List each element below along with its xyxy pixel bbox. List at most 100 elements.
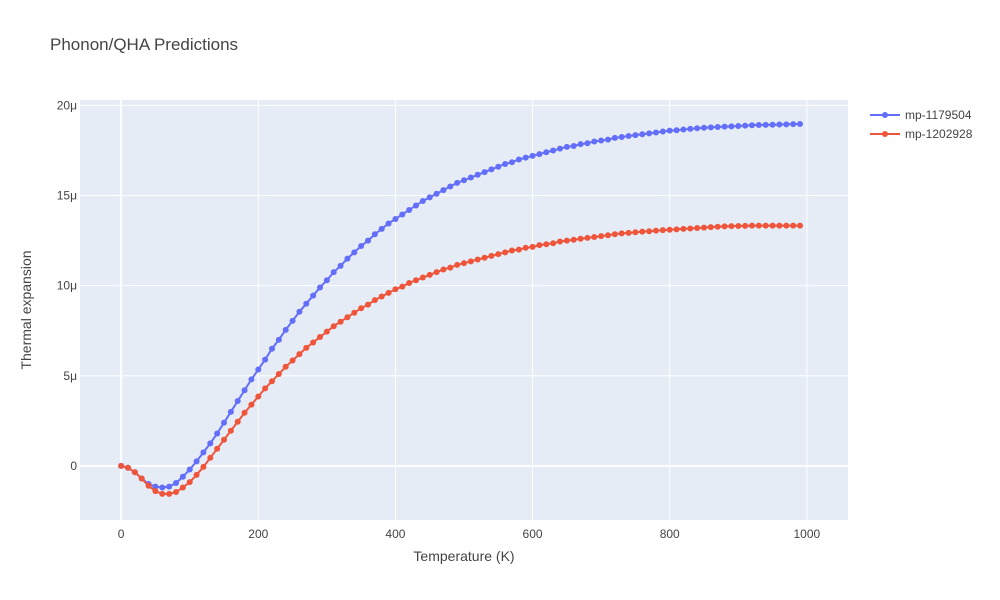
data-point: [625, 229, 632, 236]
y-tick-label: 20μ: [57, 98, 77, 112]
data-point: [714, 124, 721, 131]
data-point: [687, 225, 694, 232]
data-point: [611, 231, 618, 238]
data-point: [673, 127, 680, 134]
data-point: [351, 309, 358, 316]
data-point: [701, 224, 707, 231]
data-point: [563, 237, 570, 244]
data-point: [509, 159, 515, 166]
data-point: [214, 430, 221, 437]
data-point: [337, 262, 344, 269]
data-point: [584, 234, 591, 241]
y-tick-label: 0: [70, 459, 77, 473]
data-point: [769, 222, 776, 229]
legend-label: mp-1179504: [905, 108, 972, 122]
data-point: [481, 169, 488, 176]
data-point: [522, 244, 529, 251]
data-point: [797, 222, 803, 229]
data-point: [481, 254, 488, 261]
data-point: [461, 260, 467, 267]
x-tick-label: 0: [118, 527, 125, 541]
data-point: [625, 133, 632, 140]
data-point: [207, 454, 214, 461]
x-axis-ticks: 0 200 400 600 800 1000: [118, 527, 821, 541]
series-line: [120, 122, 801, 489]
data-point: [323, 277, 330, 284]
data-point: [467, 258, 474, 265]
data-point: [426, 194, 433, 201]
data-point: [735, 223, 742, 229]
data-point: [282, 363, 289, 370]
data-point: [289, 317, 296, 324]
x-axis-title: Temperature (K): [413, 548, 514, 564]
data-point: [358, 305, 365, 312]
data-point: [392, 286, 399, 293]
data-point: [611, 134, 618, 141]
legend-item[interactable]: mp-1179504: [870, 108, 972, 122]
data-point: [598, 233, 605, 240]
y-tick-label: 15μ: [57, 189, 77, 203]
data-point: [680, 225, 687, 232]
data-point: [550, 240, 557, 247]
data-point: [735, 122, 742, 129]
data-point: [666, 226, 673, 233]
data-point: [186, 466, 193, 473]
data-point: [241, 409, 248, 416]
data-point: [502, 160, 509, 167]
data-point: [227, 427, 234, 434]
data-point: [680, 126, 687, 133]
data-point: [632, 229, 639, 236]
data-point: [221, 419, 227, 426]
data-point: [371, 297, 378, 304]
data-point: [426, 271, 433, 278]
data-point: [742, 122, 749, 129]
data-point: [234, 418, 241, 425]
legend-label: mp-1202928: [905, 127, 973, 141]
data-point: [769, 121, 776, 128]
data-point: [152, 483, 159, 490]
data-point: [392, 215, 399, 222]
series-line: [120, 224, 800, 495]
data-point: [707, 124, 714, 131]
data-point: [605, 136, 611, 143]
legend-marker: [882, 112, 888, 118]
data-point: [659, 227, 666, 234]
data-point: [570, 236, 577, 243]
data-point: [646, 228, 653, 235]
data-point: [515, 246, 522, 253]
data-point: [687, 125, 694, 132]
data-point: [742, 222, 749, 229]
data-point: [221, 436, 227, 443]
plot-area: [80, 100, 848, 520]
data-point: [255, 393, 262, 400]
data-point: [433, 190, 440, 197]
data-point: [673, 226, 680, 233]
data-point: [440, 266, 447, 273]
data-point: [303, 344, 310, 351]
data-point: [200, 463, 207, 470]
data-point: [413, 202, 419, 209]
data-point: [275, 370, 282, 377]
data-point: [193, 458, 200, 465]
data-point: [159, 484, 166, 491]
data-point: [749, 122, 755, 129]
data-point: [419, 274, 426, 281]
data-point: [461, 177, 467, 184]
y-tick-label: 5μ: [63, 369, 77, 383]
data-point: [358, 243, 365, 250]
data-point: [598, 137, 605, 144]
data-point: [454, 261, 461, 268]
data-point: [707, 224, 714, 231]
data-point: [378, 293, 385, 300]
data-point: [447, 183, 454, 190]
data-point: [755, 222, 762, 229]
legend-item[interactable]: mp-1202928: [870, 127, 973, 141]
data-point: [365, 301, 371, 308]
x-tick-label: 200: [248, 527, 268, 541]
data-point: [317, 334, 323, 341]
legend[interactable]: mp-1179504 mp-1202928: [870, 108, 973, 141]
data-point: [488, 252, 495, 259]
data-point: [474, 171, 481, 178]
data-point: [344, 314, 351, 321]
data-point: [262, 356, 269, 363]
